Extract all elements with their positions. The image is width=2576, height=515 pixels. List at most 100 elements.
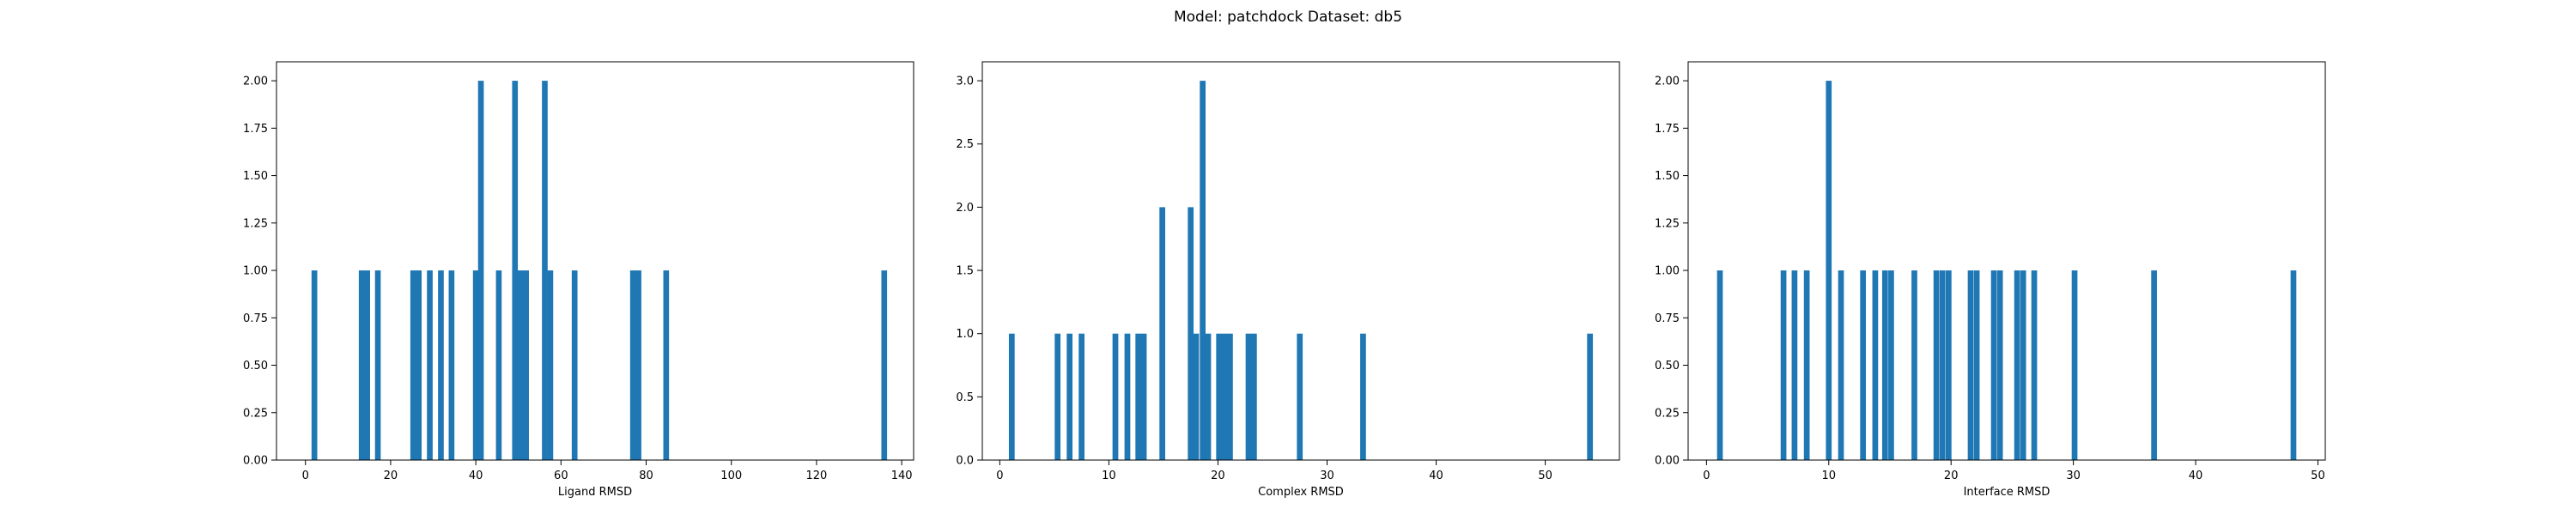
bar-14 <box>517 270 524 460</box>
y-tick-label: 0.50 <box>1655 360 1680 373</box>
x-tick-label: 10 <box>1102 470 1116 482</box>
bar-18 <box>571 270 578 460</box>
y-tick-label: 1.5 <box>956 265 974 278</box>
y-tick-label: 1.75 <box>1655 123 1680 136</box>
bars <box>311 81 888 460</box>
bar-4 <box>1078 333 1084 460</box>
bar-15 <box>523 270 529 460</box>
x-tick-label: 60 <box>554 470 568 482</box>
y-tick-label: 0.00 <box>1655 455 1680 468</box>
bar-15 <box>1221 333 1228 460</box>
bar-19 <box>2014 270 2020 460</box>
y-tick-label: 0.25 <box>243 407 268 420</box>
bar-6 <box>1838 270 1844 460</box>
x-tick-label: 40 <box>469 470 483 482</box>
x-tick-label: 20 <box>384 470 398 482</box>
bar-16 <box>1227 333 1233 460</box>
x-tick-label: 20 <box>1944 470 1959 482</box>
bar-15 <box>1967 270 1974 460</box>
bar-14 <box>1946 270 1952 460</box>
x-tick-label: 0 <box>1703 470 1710 482</box>
x-tick-label: 0 <box>302 470 309 482</box>
bar-21 <box>663 270 670 460</box>
bar-19 <box>1297 333 1303 460</box>
x-tick-label: 100 <box>720 470 742 482</box>
y-tick-label: 1.75 <box>243 123 268 136</box>
axes-frame <box>981 61 1620 461</box>
bar-18 <box>1251 333 1257 460</box>
bar-12 <box>1933 270 1940 460</box>
x-tick-label: 80 <box>639 470 653 482</box>
bar-5 <box>1826 81 1832 460</box>
y-tick-label: 2.00 <box>243 76 268 88</box>
bar-20 <box>635 270 641 460</box>
x-tick-label: 140 <box>891 470 913 482</box>
axes-frame <box>1687 61 2326 461</box>
figure-title: Model: patchdock Dataset: db5 <box>1174 9 1402 26</box>
x-tick-label: 30 <box>2066 470 2081 482</box>
y-tick-label: 1.00 <box>1655 265 1680 278</box>
bar-13 <box>1939 270 1946 460</box>
bar-5 <box>410 270 416 460</box>
bar-24 <box>2290 270 2297 460</box>
y-tick-label: 0.00 <box>243 455 268 468</box>
subplots-container: 0 20 40 60 80 100 120 1400.000.250.500.751.001.… <box>243 61 2326 499</box>
bars <box>1008 81 1594 460</box>
x-tick-label: 40 <box>1429 470 1443 482</box>
bar-7 <box>1135 333 1142 460</box>
bar-4 <box>1803 270 1810 460</box>
bar-2 <box>358 270 365 460</box>
x-tick-label: 10 <box>1822 470 1837 482</box>
bar-10 <box>472 270 479 460</box>
bar-8 <box>438 270 444 460</box>
bar-9 <box>1881 270 1888 460</box>
y-tick-label: 3.0 <box>956 76 974 88</box>
bar-13 <box>512 81 519 460</box>
y-tick-label: 1.0 <box>956 328 974 341</box>
bar-17 <box>1245 333 1252 460</box>
y-tick-label: 0.75 <box>243 312 268 325</box>
y-tick-label: 0.50 <box>243 360 268 373</box>
bar-22 <box>881 270 888 460</box>
y-tick-label: 0.0 <box>956 455 974 468</box>
bar-2 <box>1780 270 1787 460</box>
bar-20 <box>1360 333 1366 460</box>
bar-11 <box>1911 270 1917 460</box>
bar-4 <box>374 270 381 460</box>
y-tick-label: 1.50 <box>1655 170 1680 183</box>
bar-11 <box>477 81 484 460</box>
bar-12 <box>495 270 502 460</box>
bar-14 <box>1216 333 1223 460</box>
bar-1 <box>1716 270 1723 460</box>
bar-12 <box>1200 81 1206 460</box>
bar-20 <box>2020 270 2026 460</box>
x-axis-label: Ligand RMSD <box>558 486 632 499</box>
x-tick-label: 50 <box>1538 470 1552 482</box>
x-tick-label: 0 <box>996 470 1003 482</box>
bar-1 <box>1008 333 1015 460</box>
bar-23 <box>2151 270 2157 460</box>
x-tick-label: 20 <box>1211 470 1225 482</box>
bar-10 <box>1888 270 1894 460</box>
bar-7 <box>427 270 433 460</box>
y-tick-label: 2.0 <box>956 202 974 215</box>
subplot-3: 0 10 20 30 40 50 0.00 0.25 0.50 0.75 1.00 1.25 1.50 1… <box>1655 61 2326 499</box>
bar-3 <box>364 270 370 460</box>
bar-21 <box>1587 333 1594 460</box>
bar-22 <box>2071 270 2078 460</box>
bars <box>1716 81 2297 460</box>
x-axis-label: Complex RMSD <box>1258 486 1344 499</box>
bar-16 <box>542 81 548 460</box>
x-tick-label: 120 <box>806 470 828 482</box>
x-axis-label: Interface RMSD <box>1964 486 2050 499</box>
y-tick-label: 1.50 <box>243 170 268 183</box>
subplot-2: 0 10 20 30 40 50 0.0 0.5 1.0 1.5 2.0 2.5 3.0 Complex … <box>956 61 1620 499</box>
bar-21 <box>2031 270 2038 460</box>
bar-6 <box>416 270 422 460</box>
bar-8 <box>1872 270 1879 460</box>
bar-13 <box>1205 333 1212 460</box>
bar-18 <box>1996 270 2003 460</box>
bar-6 <box>1124 333 1131 460</box>
